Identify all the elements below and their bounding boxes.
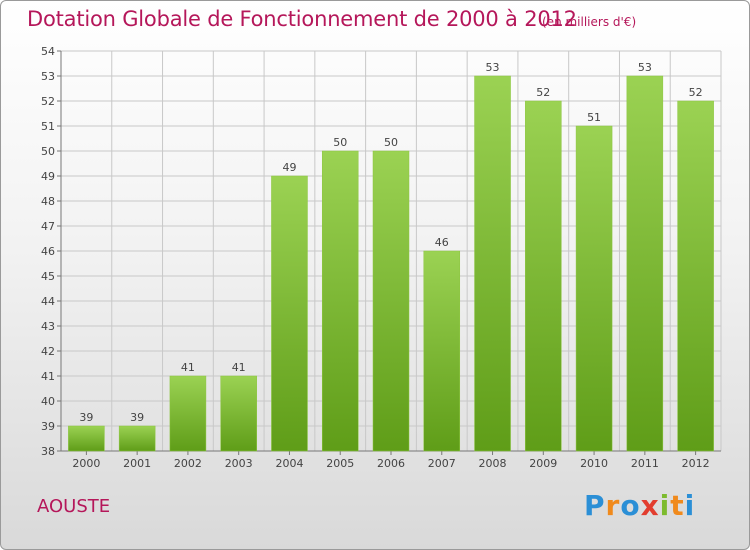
ytick-label: 50 [41,145,55,158]
bar-2000 [68,425,105,452]
logo-letter-5: t [670,489,685,522]
xtick-label-2005: 2005 [326,457,354,470]
data-label-2003: 41 [232,361,246,374]
bar-2006 [372,150,410,452]
chart-subtitle: (en milliers d'€) [542,15,637,29]
bar-2005 [321,150,359,452]
logo-letter-3: x [640,489,660,522]
bar-2002 [169,375,207,452]
bar-2003 [220,375,257,452]
bar-2007 [423,250,461,452]
ytick-label: 49 [41,170,55,183]
xtick-label-2000: 2000 [72,457,100,470]
xtick-label-2012: 2012 [682,457,710,470]
data-label-2000: 39 [79,411,93,424]
data-label-2006: 50 [384,136,398,149]
ytick-label: 51 [41,120,55,133]
logo-letter-0: P [584,489,606,522]
logo-letter-6: i [684,489,696,522]
xtick-label-2006: 2006 [377,457,405,470]
xtick-label-2003: 2003 [225,457,253,470]
ytick-label: 48 [41,195,55,208]
bar-2009 [525,100,562,452]
ytick-label: 53 [41,70,55,83]
bar-2001 [118,425,156,452]
ytick-label: 40 [41,395,55,408]
bar-2012 [677,100,714,452]
ytick-label: 52 [41,95,55,108]
ytick-label: 54 [41,45,55,58]
ytick-label: 45 [41,270,55,283]
data-label-2004: 49 [282,161,296,174]
xtick-label-2011: 2011 [631,457,659,470]
xtick-label-2007: 2007 [428,457,456,470]
data-label-2010: 51 [587,111,601,124]
data-label-2011: 53 [638,61,652,74]
ytick-label: 47 [41,220,55,233]
data-label-2002: 41 [181,361,195,374]
data-label-2007: 46 [435,236,449,249]
logo-letter-4: i [659,489,671,522]
ytick-label: 46 [41,245,55,258]
bar-2008 [474,75,511,452]
bar-2011 [626,75,664,452]
ytick-label: 42 [41,345,55,358]
ytick-label: 38 [41,445,55,458]
ytick-label: 43 [41,320,55,333]
xtick-label-2002: 2002 [174,457,202,470]
location-name: AOUSTE [37,496,111,517]
bar-2010 [575,125,613,452]
ytick-label: 41 [41,370,55,383]
data-label-2012: 52 [689,86,703,99]
xtick-label-2009: 2009 [529,457,557,470]
xtick-label-2004: 2004 [275,457,303,470]
xtick-label-2010: 2010 [580,457,608,470]
proxiti-logo[interactable]: Proxiti [584,489,695,522]
bars [68,75,714,452]
data-label-2005: 50 [333,136,347,149]
xtick-label-2008: 2008 [479,457,507,470]
logo-letter-1: r [605,489,621,522]
chart-title: Dotation Globale de Fonctionnement de 20… [27,7,577,31]
xtick-label-2001: 2001 [123,457,151,470]
logo-letter-2: o [620,489,641,522]
data-label-2008: 53 [486,61,500,74]
ytick-label: 44 [41,295,55,308]
ytick-label: 39 [41,420,55,433]
data-label-2009: 52 [536,86,550,99]
data-label-2001: 39 [130,411,144,424]
bar-2004 [271,175,308,452]
labels: 39 2000 39 2001 41 2002 41 2003 49 2004 50 2005 50 20… [72,61,709,470]
